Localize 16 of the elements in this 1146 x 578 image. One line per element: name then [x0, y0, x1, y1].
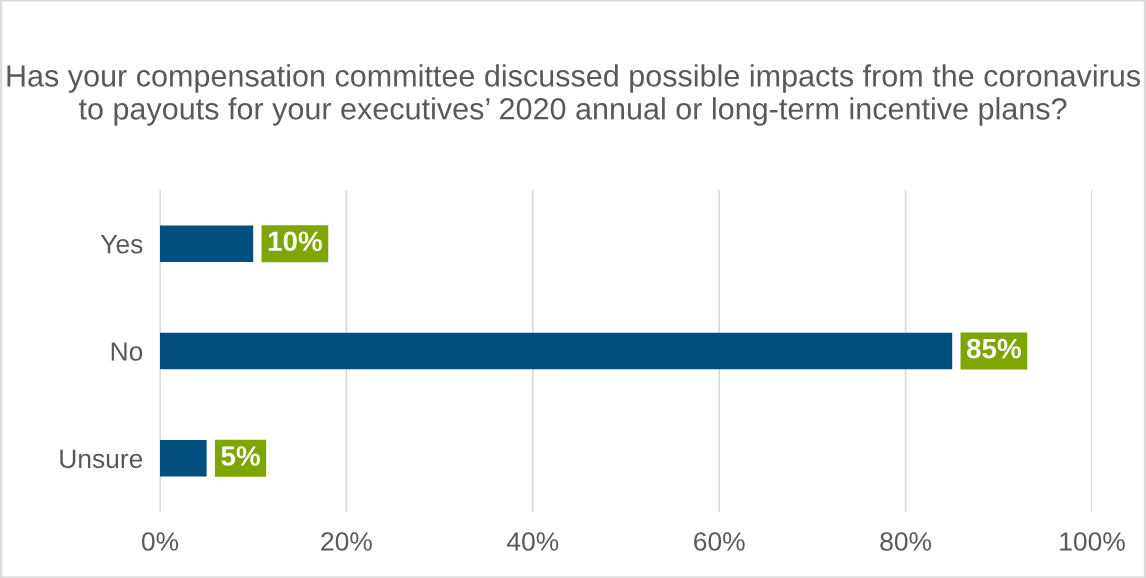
x-tick-label: 80%	[880, 532, 932, 551]
x-tick-label: 20%	[321, 532, 372, 551]
data-label: 5%	[221, 446, 260, 466]
y-tick-label: Yes	[100, 235, 143, 254]
y-tick-label: No	[111, 342, 143, 361]
bar	[160, 225, 254, 262]
bar	[160, 440, 207, 477]
chart-title: Has your compensation committee discussed possible impacts from the coronavirus to payouts for your executives’ 2020 annual or long-term incentive plans?	[7, 64, 1140, 126]
x-tick-label: 0%	[141, 532, 179, 551]
x-tick-label: 40%	[507, 532, 559, 551]
x-tick-label: 100%	[1060, 532, 1125, 551]
y-tick-label: Unsure	[60, 449, 143, 469]
data-label: 10%	[268, 231, 322, 252]
data-label: 85%	[966, 338, 1021, 359]
bar	[160, 332, 953, 370]
x-tick-label: 60%	[694, 532, 745, 551]
